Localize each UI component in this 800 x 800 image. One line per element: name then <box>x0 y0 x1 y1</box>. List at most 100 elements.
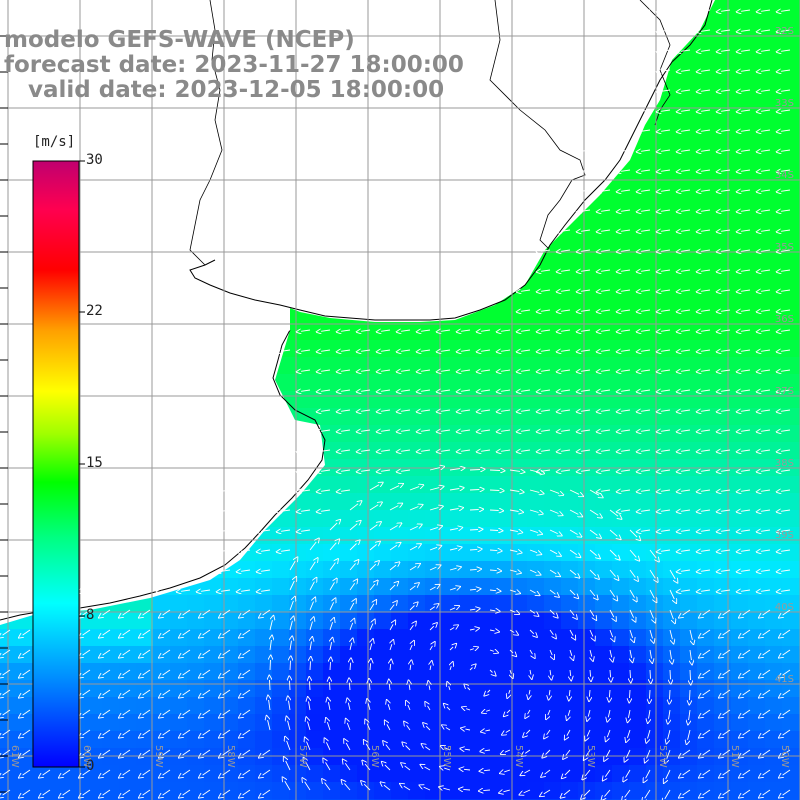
speed-cell <box>255 782 273 800</box>
wind-arrow <box>541 370 551 371</box>
colorbar-label-15: 15 <box>86 455 103 471</box>
speed-cell <box>374 595 392 613</box>
speed-cell <box>578 391 596 409</box>
speed-cell <box>187 646 205 664</box>
wind-arrow <box>641 10 651 11</box>
coastline <box>189 0 713 321</box>
wind-arrow <box>309 701 311 711</box>
speed-cell <box>476 782 494 800</box>
wind-arrow <box>290 661 291 671</box>
wind-arrow <box>741 430 751 431</box>
speed-cell <box>391 374 409 392</box>
wind-arrow <box>681 590 691 591</box>
speed-cell <box>765 0 783 18</box>
speed-cell <box>680 765 698 783</box>
speed-cell <box>663 442 681 460</box>
speed-cell <box>578 578 596 596</box>
speed-cell <box>578 374 596 392</box>
speed-cell <box>391 323 409 341</box>
speed-cell <box>238 680 256 698</box>
speed-cell <box>731 204 749 222</box>
wind-arrow <box>761 470 771 471</box>
speed-cell <box>340 663 358 681</box>
speed-cell <box>697 612 715 630</box>
speed-cell <box>272 646 290 664</box>
wind-arrow <box>447 707 451 711</box>
wind-arrow <box>243 729 251 735</box>
speed-cell <box>748 306 766 324</box>
speed-cell <box>374 391 392 409</box>
wind-arrow <box>223 609 231 615</box>
wind-arrow <box>587 729 591 736</box>
speed-cell <box>765 646 783 664</box>
wind-arrow <box>703 689 711 695</box>
wind-arrow <box>661 330 671 331</box>
speed-cell <box>391 391 409 409</box>
wind-arrow <box>550 669 551 675</box>
speed-cell <box>510 323 528 341</box>
wind-arrow <box>609 589 615 597</box>
speed-cell <box>612 442 630 460</box>
wind-arrow <box>761 190 771 191</box>
speed-cell <box>544 476 562 494</box>
wind-arrow <box>409 586 415 591</box>
wind-arrow <box>649 629 653 639</box>
wind-arrow <box>781 130 791 131</box>
wind-arrow <box>549 549 557 554</box>
wind-arrow <box>569 569 576 575</box>
wind-arrow <box>581 150 591 151</box>
wind-arrow <box>389 624 393 631</box>
speed-cell <box>748 357 766 375</box>
speed-cell <box>408 595 426 613</box>
speed-cell <box>51 765 69 783</box>
speed-cell <box>442 595 460 613</box>
wind-arrow <box>541 270 551 271</box>
speed-cell <box>459 680 477 698</box>
speed-cell <box>119 765 137 783</box>
wind-arrow <box>701 450 711 451</box>
wind-arrow <box>301 370 311 371</box>
speed-cell <box>782 765 800 783</box>
wind-arrow <box>783 629 791 635</box>
wind-arrow <box>609 689 610 697</box>
speed-cell <box>374 544 392 562</box>
wind-arrow <box>350 663 351 671</box>
wind-arrow <box>601 350 611 351</box>
speed-cell <box>748 765 766 783</box>
wind-arrow <box>103 669 111 675</box>
speed-cell <box>442 357 460 375</box>
wind-arrow <box>529 549 537 553</box>
speed-cell <box>510 663 528 681</box>
speed-cell <box>306 782 324 800</box>
speed-cell <box>510 544 528 562</box>
wind-arrow <box>161 550 171 551</box>
wind-arrow <box>601 330 611 331</box>
wind-arrow <box>761 490 771 491</box>
wind-arrow <box>181 550 191 551</box>
speed-cell <box>731 357 749 375</box>
speed-cell <box>578 510 596 528</box>
speed-cell <box>425 663 443 681</box>
wind-arrow <box>641 130 651 131</box>
speed-cell <box>510 714 528 732</box>
speed-cell <box>357 425 375 443</box>
wind-arrow <box>621 90 631 91</box>
speed-cell <box>629 357 647 375</box>
speed-cell <box>646 646 664 664</box>
speed-cell <box>340 578 358 596</box>
wind-arrow <box>401 430 411 431</box>
wind-arrow <box>381 350 391 351</box>
speed-cell <box>544 340 562 358</box>
speed-cell <box>680 238 698 256</box>
speed-cell <box>255 561 273 579</box>
speed-cell <box>697 136 715 154</box>
lon-label-50w: 50W <box>779 745 790 768</box>
wind-arrow <box>621 470 631 471</box>
wind-arrow <box>621 510 631 511</box>
wind-arrow <box>341 370 351 371</box>
speed-cell <box>459 765 477 783</box>
speed-cell <box>391 646 409 664</box>
wind-arrow <box>701 270 711 271</box>
wind-arrow <box>781 570 791 571</box>
wind-arrow <box>221 590 231 591</box>
